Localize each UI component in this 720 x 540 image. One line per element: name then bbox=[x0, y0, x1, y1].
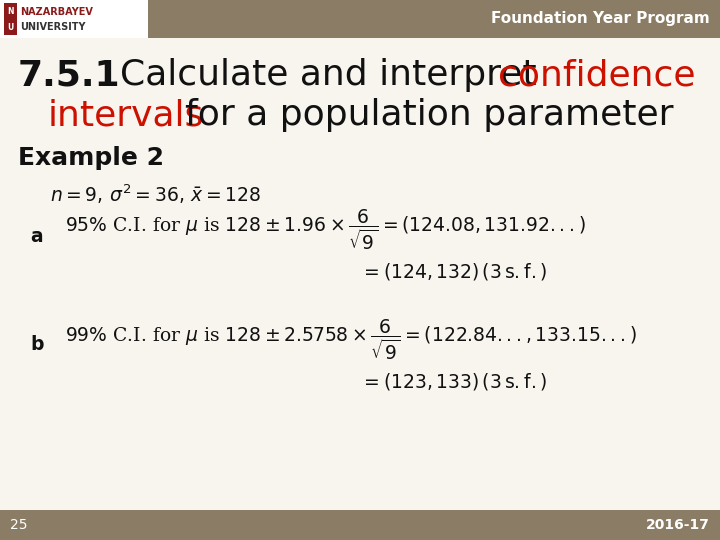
Text: $99\%$ C.I. for $\mu$ is $128 \pm 2.5758 \times \dfrac{6}{\sqrt{9}} = (122.84...: $99\%$ C.I. for $\mu$ is $128 \pm 2.5758… bbox=[65, 318, 637, 362]
Text: intervals: intervals bbox=[48, 98, 204, 132]
Text: UNIVERSITY: UNIVERSITY bbox=[20, 22, 86, 32]
Text: 25: 25 bbox=[10, 518, 27, 532]
Bar bbox=[0, 0, 720, 38]
Text: U: U bbox=[7, 23, 14, 32]
Text: 7.5.1: 7.5.1 bbox=[18, 58, 121, 92]
Text: b: b bbox=[30, 335, 43, 354]
Text: confidence: confidence bbox=[498, 58, 696, 92]
Text: Foundation Year Program: Foundation Year Program bbox=[491, 11, 710, 26]
Text: $= (123, 133)\,(3\,\mathrm{s.f.})$: $= (123, 133)\,(3\,\mathrm{s.f.})$ bbox=[360, 372, 547, 393]
Text: N: N bbox=[7, 7, 14, 16]
Text: $95\%$ C.I. for $\mu$ is $128 \pm 1.96 \times \dfrac{6}{\sqrt{9}} = (124.08, 131: $95\%$ C.I. for $\mu$ is $128 \pm 1.96 \… bbox=[65, 208, 585, 252]
Text: NAZARBAYEV: NAZARBAYEV bbox=[20, 7, 93, 17]
Text: $= (124, 132)\,(3\,\mathrm{s.f.})$: $= (124, 132)\,(3\,\mathrm{s.f.})$ bbox=[360, 261, 547, 282]
Bar bbox=[0, 510, 720, 540]
Text: Example 2: Example 2 bbox=[18, 146, 164, 170]
Text: 2016-17: 2016-17 bbox=[646, 518, 710, 532]
Bar bbox=[0, 0, 148, 38]
Text: for a population parameter: for a population parameter bbox=[185, 98, 673, 132]
Text: Calculate and interpret: Calculate and interpret bbox=[120, 58, 536, 92]
Text: a: a bbox=[30, 226, 42, 246]
Bar bbox=[4, 3, 17, 35]
Text: $n = 9,\, \sigma^2 = 36,\, \bar{x} = 128$: $n = 9,\, \sigma^2 = 36,\, \bar{x} = 128… bbox=[50, 183, 261, 206]
